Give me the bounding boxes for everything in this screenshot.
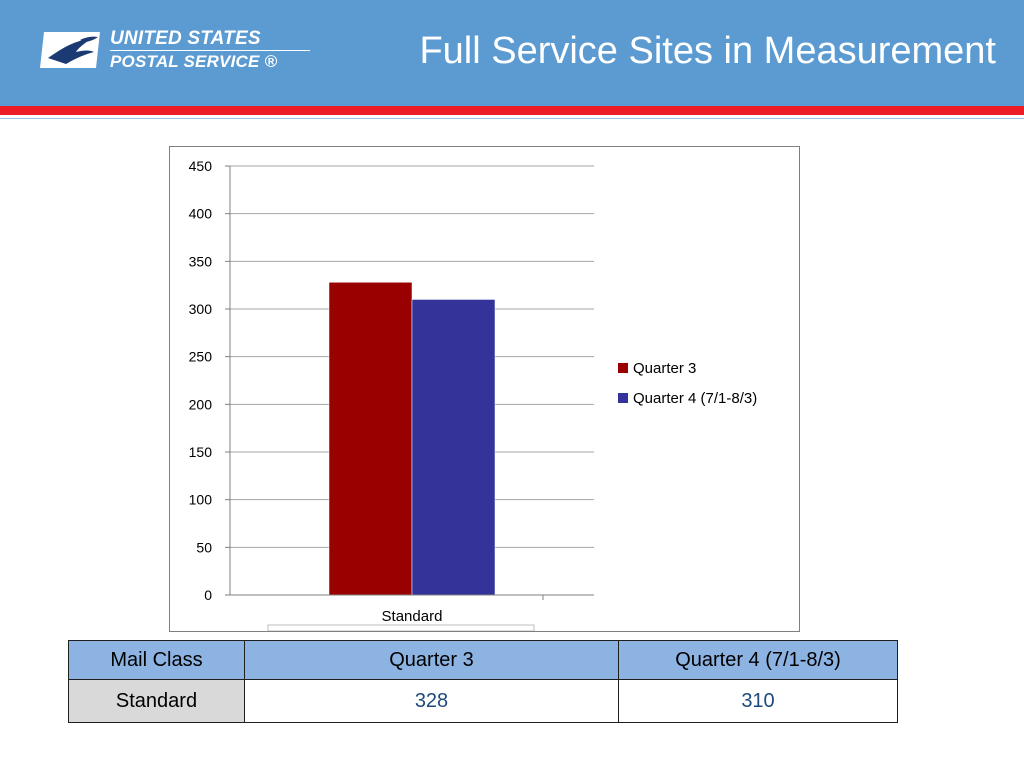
bar <box>411 299 496 596</box>
y-tick-label: 350 <box>189 253 213 269</box>
y-tick-label: 0 <box>204 587 212 603</box>
y-tick-label: 200 <box>189 396 213 412</box>
legend-label: Quarter 3 <box>633 360 696 377</box>
x-tick-label: Standard <box>382 608 443 625</box>
y-tick-label: 250 <box>189 349 213 365</box>
table-cell: Standard <box>68 679 245 723</box>
table-header-cell: Quarter 4 (7/1-8/3) <box>618 640 898 680</box>
usps-logo: UNITED STATES POSTAL SERVICE ® <box>40 28 310 74</box>
bar <box>328 282 413 596</box>
y-tick-label: 100 <box>189 492 213 508</box>
y-tick-label: 50 <box>196 539 212 555</box>
y-tick-label: 300 <box>189 301 213 317</box>
table-row: Standard 328 310 <box>68 679 898 723</box>
divider-line <box>0 118 1024 119</box>
legend-swatch <box>618 393 628 403</box>
data-table: Mail Class Quarter 3 Quarter 4 (7/1-8/3)… <box>68 640 898 723</box>
logo-text-line1: UNITED STATES <box>110 28 261 49</box>
page-title: Full Service Sites in Measurement <box>419 30 996 72</box>
table-header-cell: Quarter 3 <box>244 640 619 680</box>
logo-divider <box>110 50 310 51</box>
logo-text-line2: POSTAL SERVICE ® <box>110 52 278 71</box>
accent-stripe <box>0 106 1024 115</box>
legend-swatch <box>618 363 628 373</box>
eagle-icon <box>40 32 100 68</box>
header-bar: UNITED STATES POSTAL SERVICE ® Full Serv… <box>0 0 1024 106</box>
table-header-row: Mail Class Quarter 3 Quarter 4 (7/1-8/3) <box>68 640 898 680</box>
y-tick-label: 450 <box>189 158 213 174</box>
table-cell: 310 <box>618 679 898 723</box>
table-cell: 328 <box>244 679 619 723</box>
category-frame <box>267 624 535 631</box>
y-tick-label: 150 <box>189 444 213 460</box>
bar-chart: 0 50 100 150 200 250 300 350 400 450 Standard Quart… <box>189 158 757 631</box>
chart-container: 0 50 100 150 200 250 300 350 400 450 Standard Quart… <box>169 146 800 632</box>
legend-label: Quarter 4 (7/1-8/3) <box>633 390 757 407</box>
y-tick-label: 400 <box>189 206 213 222</box>
table-header-cell: Mail Class <box>68 640 245 680</box>
